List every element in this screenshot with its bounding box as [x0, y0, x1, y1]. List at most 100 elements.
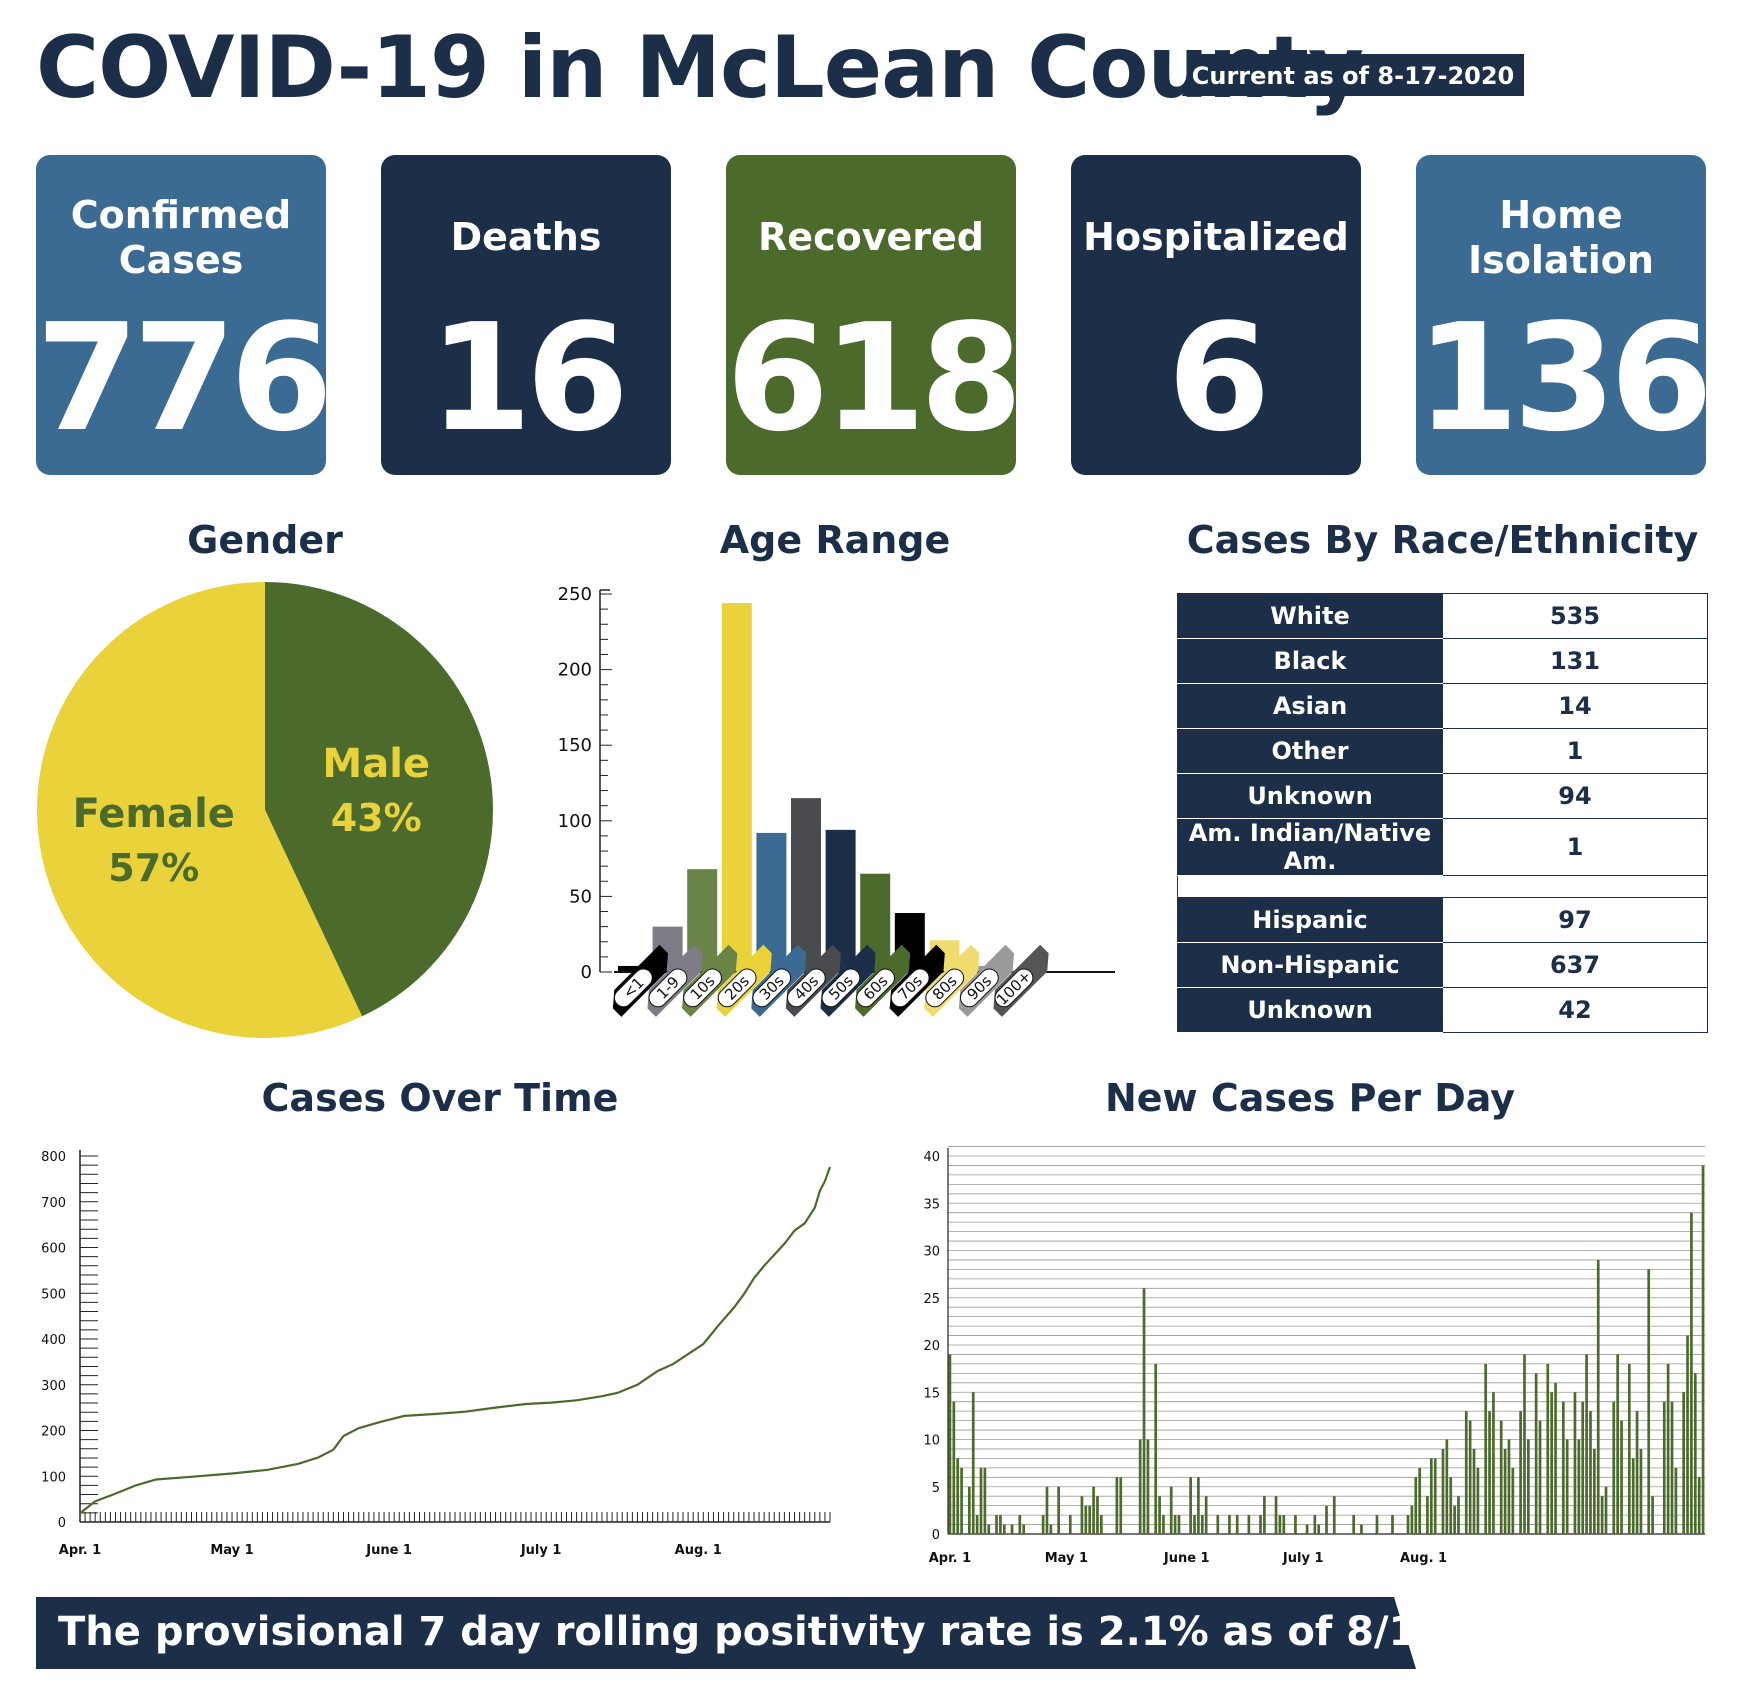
age-tick-pill — [994, 968, 1034, 1008]
y-tick-label: 10 — [923, 1434, 940, 1449]
race-count: 637 — [1442, 942, 1708, 988]
age-bar-90s — [964, 965, 994, 972]
age-tick-pill — [890, 968, 930, 1008]
daily-bar — [999, 1515, 1002, 1534]
daily-bar — [983, 1467, 987, 1534]
daily-bar — [1596, 1259, 1600, 1534]
daily-bar — [1631, 1458, 1635, 1534]
age-bar-40s — [791, 798, 821, 972]
y-tick-label: 400 — [41, 1333, 66, 1348]
daily-bar — [979, 1467, 983, 1534]
daily-bar — [1468, 1420, 1472, 1534]
table-spacer-row — [1177, 875, 1708, 898]
footer-banner: The provisional 7 day rolling positivity… — [36, 1597, 1585, 1669]
as-of-badge: Current as of 8-17-2020 — [1182, 54, 1524, 96]
daily-bar — [1585, 1354, 1588, 1534]
race-label: Unknown — [1177, 987, 1443, 1033]
daily-bar — [1534, 1373, 1538, 1534]
daily-bar — [1228, 1515, 1231, 1534]
race-label: Asian — [1177, 683, 1443, 729]
y-tick-label: 50 — [569, 886, 592, 907]
y-tick-label: 0 — [581, 962, 592, 983]
daily-bar — [1507, 1439, 1511, 1534]
table-row: Unknown 42 — [1177, 987, 1708, 1033]
y-tick-label: 20 — [923, 1339, 940, 1354]
daily-bar — [1235, 1515, 1239, 1534]
y-tick-label: 100 — [558, 811, 592, 832]
daily-bar — [1701, 1165, 1705, 1534]
daily-bar — [1476, 1467, 1480, 1534]
as-of-text: Current as of 8-17-2020 — [1191, 62, 1515, 90]
cases-line — [79, 1166, 832, 1515]
daily-bar — [1627, 1363, 1631, 1534]
new-cases-chart: 0 5 10 15 20 25 30 35 40 Apr. 1 May 1 June 1 July 1 A… — [923, 1146, 1705, 1566]
table-row: Unknown 94 — [1177, 773, 1708, 819]
daily-bar — [1600, 1496, 1604, 1534]
y-tick-label: 0 — [932, 1528, 940, 1543]
age-tick-pill — [717, 968, 757, 1008]
daily-bar — [1002, 1524, 1006, 1534]
daily-bar — [995, 1515, 998, 1534]
daily-bar — [1305, 1524, 1309, 1534]
daily-bar — [1499, 1420, 1503, 1534]
daily-bar — [1263, 1496, 1266, 1534]
daily-bar — [1433, 1458, 1437, 1534]
daily-bar — [1088, 1505, 1092, 1534]
daily-bar — [1010, 1524, 1014, 1534]
race-label: Am. Indian/Native Am. — [1177, 818, 1443, 876]
daily-bar — [1018, 1515, 1022, 1534]
y-tick-label: 800 — [41, 1150, 66, 1165]
y-tick-label: 600 — [41, 1242, 66, 1257]
daily-bar — [1360, 1524, 1363, 1534]
daily-bar — [1546, 1363, 1550, 1534]
daily-bar — [1616, 1354, 1619, 1534]
new-cases-title: New Cases Per Day — [1104, 1076, 1516, 1120]
daily-bar — [1457, 1496, 1460, 1534]
gender-pie-chart: Male 43% Female 57% — [36, 582, 493, 1038]
stat-label: Recovered — [758, 215, 984, 259]
daily-bar — [1453, 1505, 1456, 1534]
daily-bar — [1197, 1477, 1200, 1534]
daily-bar — [1142, 1288, 1146, 1534]
pie-label-female: Female — [73, 791, 235, 837]
y-tick-label: 200 — [41, 1425, 66, 1440]
daily-bar — [1686, 1335, 1689, 1534]
daily-bar — [1274, 1496, 1278, 1534]
table-row: Non-Hispanic 637 — [1177, 942, 1708, 988]
daily-bar — [1527, 1439, 1530, 1534]
daily-bar — [1173, 1515, 1177, 1534]
daily-bar — [1282, 1515, 1286, 1534]
x-tick-label: Apr. 1 — [59, 1543, 101, 1558]
race-title: Cases By Race/Ethnicity — [1186, 518, 1699, 562]
daily-bar — [1162, 1515, 1165, 1534]
pie-label-male: Male — [322, 741, 430, 787]
stat-card-home-isolation: Home Isolation 136 — [1416, 155, 1713, 475]
daily-bar — [1647, 1269, 1651, 1534]
daily-bar — [1352, 1515, 1356, 1534]
daily-bar — [1096, 1496, 1099, 1534]
cases-over-time-chart: 0 100 200 300 400 500 600 700 800 Apr. 1 May 1 June… — [41, 1150, 832, 1558]
x-tick-label: July 1 — [1282, 1551, 1324, 1566]
daily-bar — [1080, 1496, 1084, 1534]
daily-bar — [1332, 1496, 1336, 1534]
stat-value: 618 — [726, 292, 1023, 464]
race-label: Unknown — [1177, 773, 1443, 819]
y-tick-label: 100 — [41, 1470, 66, 1485]
y-tick-label: 200 — [558, 660, 592, 681]
y-tick-label: 25 — [923, 1292, 940, 1307]
daily-bar — [1100, 1515, 1103, 1534]
daily-bar — [1247, 1515, 1251, 1534]
y-tick-label: 30 — [923, 1245, 940, 1260]
daily-bar — [1200, 1515, 1204, 1534]
stat-card-confirmed: Confirmed Cases 776 — [36, 155, 333, 475]
y-tick-label: 40 — [923, 1150, 940, 1165]
age-range-title: Age Range — [719, 518, 951, 562]
daily-bar — [987, 1524, 991, 1534]
race-table: White 535 Black 131 Asian 14 Other 1 Unknown 94 Am… — [1177, 593, 1708, 1033]
age-tick-pill — [683, 968, 722, 1008]
table-row: Asian 14 — [1177, 683, 1708, 729]
daily-bar — [1604, 1486, 1608, 1534]
daily-bar — [1441, 1448, 1445, 1534]
footer-text: The provisional 7 day rolling positivity… — [58, 1609, 1586, 1655]
